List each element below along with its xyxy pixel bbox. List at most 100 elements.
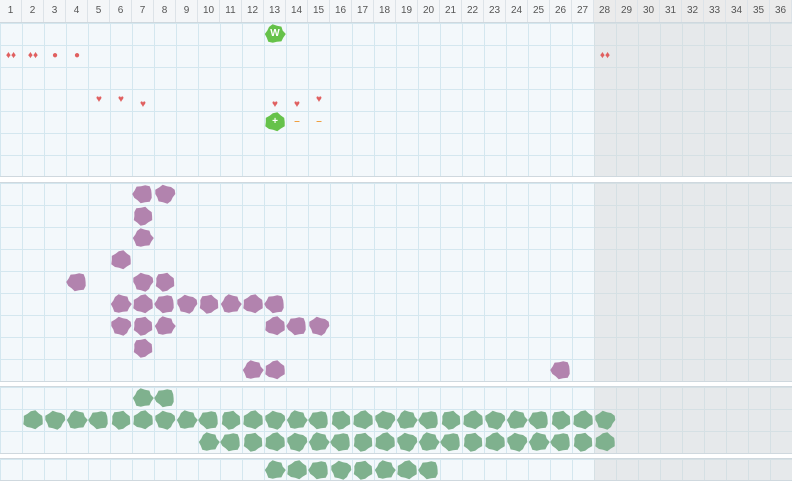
green-block[interactable] [286,409,308,431]
green-block[interactable] [264,431,286,453]
column-header-36[interactable]: 36 [770,0,792,22]
green-block[interactable] [176,409,198,431]
green-block[interactable] [242,431,264,453]
purple-block[interactable] [220,293,242,315]
green-block[interactable] [110,409,132,431]
green-block[interactable] [352,459,374,481]
green-block[interactable] [66,409,88,431]
green-block[interactable] [440,409,462,431]
column-header-29[interactable]: 29 [616,0,638,22]
purple-block[interactable] [132,315,154,337]
column-header-24[interactable]: 24 [506,0,528,22]
green-block[interactable] [330,459,352,481]
green-block[interactable] [308,431,330,453]
column-header-21[interactable]: 21 [440,0,462,22]
green-block[interactable] [154,387,176,409]
green-block[interactable] [528,409,550,431]
green-block[interactable] [330,409,352,431]
green-block[interactable] [396,459,418,481]
green-block[interactable] [352,431,374,453]
purple-block[interactable] [550,359,572,381]
green-block[interactable] [132,409,154,431]
column-header-34[interactable]: 34 [726,0,748,22]
green-block[interactable] [352,409,374,431]
green-block[interactable] [308,409,330,431]
purple-block[interactable] [242,359,264,381]
purple-block[interactable] [264,315,286,337]
purple-block[interactable] [154,271,176,293]
column-header-15[interactable]: 15 [308,0,330,22]
column-header-11[interactable]: 11 [220,0,242,22]
column-header-5[interactable]: 5 [88,0,110,22]
column-header-25[interactable]: 25 [528,0,550,22]
column-header-1[interactable]: 1 [0,0,22,22]
column-header-16[interactable]: 16 [330,0,352,22]
green-block[interactable] [396,431,418,453]
column-header-18[interactable]: 18 [374,0,396,22]
green-block[interactable] [374,459,396,481]
green-block[interactable] [374,431,396,453]
green-block[interactable] [132,387,154,409]
column-header-26[interactable]: 26 [550,0,572,22]
purple-block[interactable] [132,227,154,249]
w-badge-icon[interactable]: W [264,23,286,45]
green-block[interactable] [154,409,176,431]
column-header-17[interactable]: 17 [352,0,374,22]
purple-block[interactable] [286,315,308,337]
column-header-32[interactable]: 32 [682,0,704,22]
green-block[interactable] [462,409,484,431]
green-block[interactable] [594,409,616,431]
green-block[interactable] [308,459,330,481]
green-block[interactable] [396,409,418,431]
column-header-31[interactable]: 31 [660,0,682,22]
column-header-19[interactable]: 19 [396,0,418,22]
column-header-8[interactable]: 8 [154,0,176,22]
green-block[interactable] [440,431,462,453]
column-header-2[interactable]: 2 [22,0,44,22]
green-block[interactable] [88,409,110,431]
green-block[interactable] [462,431,484,453]
column-header-33[interactable]: 33 [704,0,726,22]
green-block[interactable] [286,431,308,453]
purple-block[interactable] [264,293,286,315]
green-block[interactable] [198,409,220,431]
purple-block[interactable] [308,315,330,337]
green-block[interactable] [264,459,286,481]
column-header-6[interactable]: 6 [110,0,132,22]
green-block[interactable] [506,409,528,431]
purple-block[interactable] [176,293,198,315]
purple-block[interactable] [110,293,132,315]
green-block[interactable] [484,409,506,431]
green-block[interactable] [418,459,440,481]
purple-block[interactable] [154,293,176,315]
column-header-28[interactable]: 28 [594,0,616,22]
green-block[interactable] [594,431,616,453]
column-header-3[interactable]: 3 [44,0,66,22]
green-block[interactable] [242,409,264,431]
column-header-30[interactable]: 30 [638,0,660,22]
green-block[interactable] [418,409,440,431]
column-header-22[interactable]: 22 [462,0,484,22]
purple-block[interactable] [132,271,154,293]
column-header-20[interactable]: 20 [418,0,440,22]
purple-block[interactable] [132,205,154,227]
purple-block[interactable] [154,315,176,337]
plus-badge-icon[interactable]: + [264,111,286,133]
column-header-14[interactable]: 14 [286,0,308,22]
purple-block[interactable] [132,293,154,315]
column-header-35[interactable]: 35 [748,0,770,22]
green-block[interactable] [330,431,352,453]
green-block[interactable] [506,431,528,453]
purple-block[interactable] [132,337,154,359]
green-block[interactable] [220,409,242,431]
green-block[interactable] [550,431,572,453]
green-block[interactable] [528,431,550,453]
column-header-23[interactable]: 23 [484,0,506,22]
green-block[interactable] [44,409,66,431]
purple-block[interactable] [154,183,176,205]
green-block[interactable] [264,409,286,431]
column-header-27[interactable]: 27 [572,0,594,22]
green-block[interactable] [550,409,572,431]
purple-block[interactable] [110,249,132,271]
purple-block[interactable] [110,315,132,337]
